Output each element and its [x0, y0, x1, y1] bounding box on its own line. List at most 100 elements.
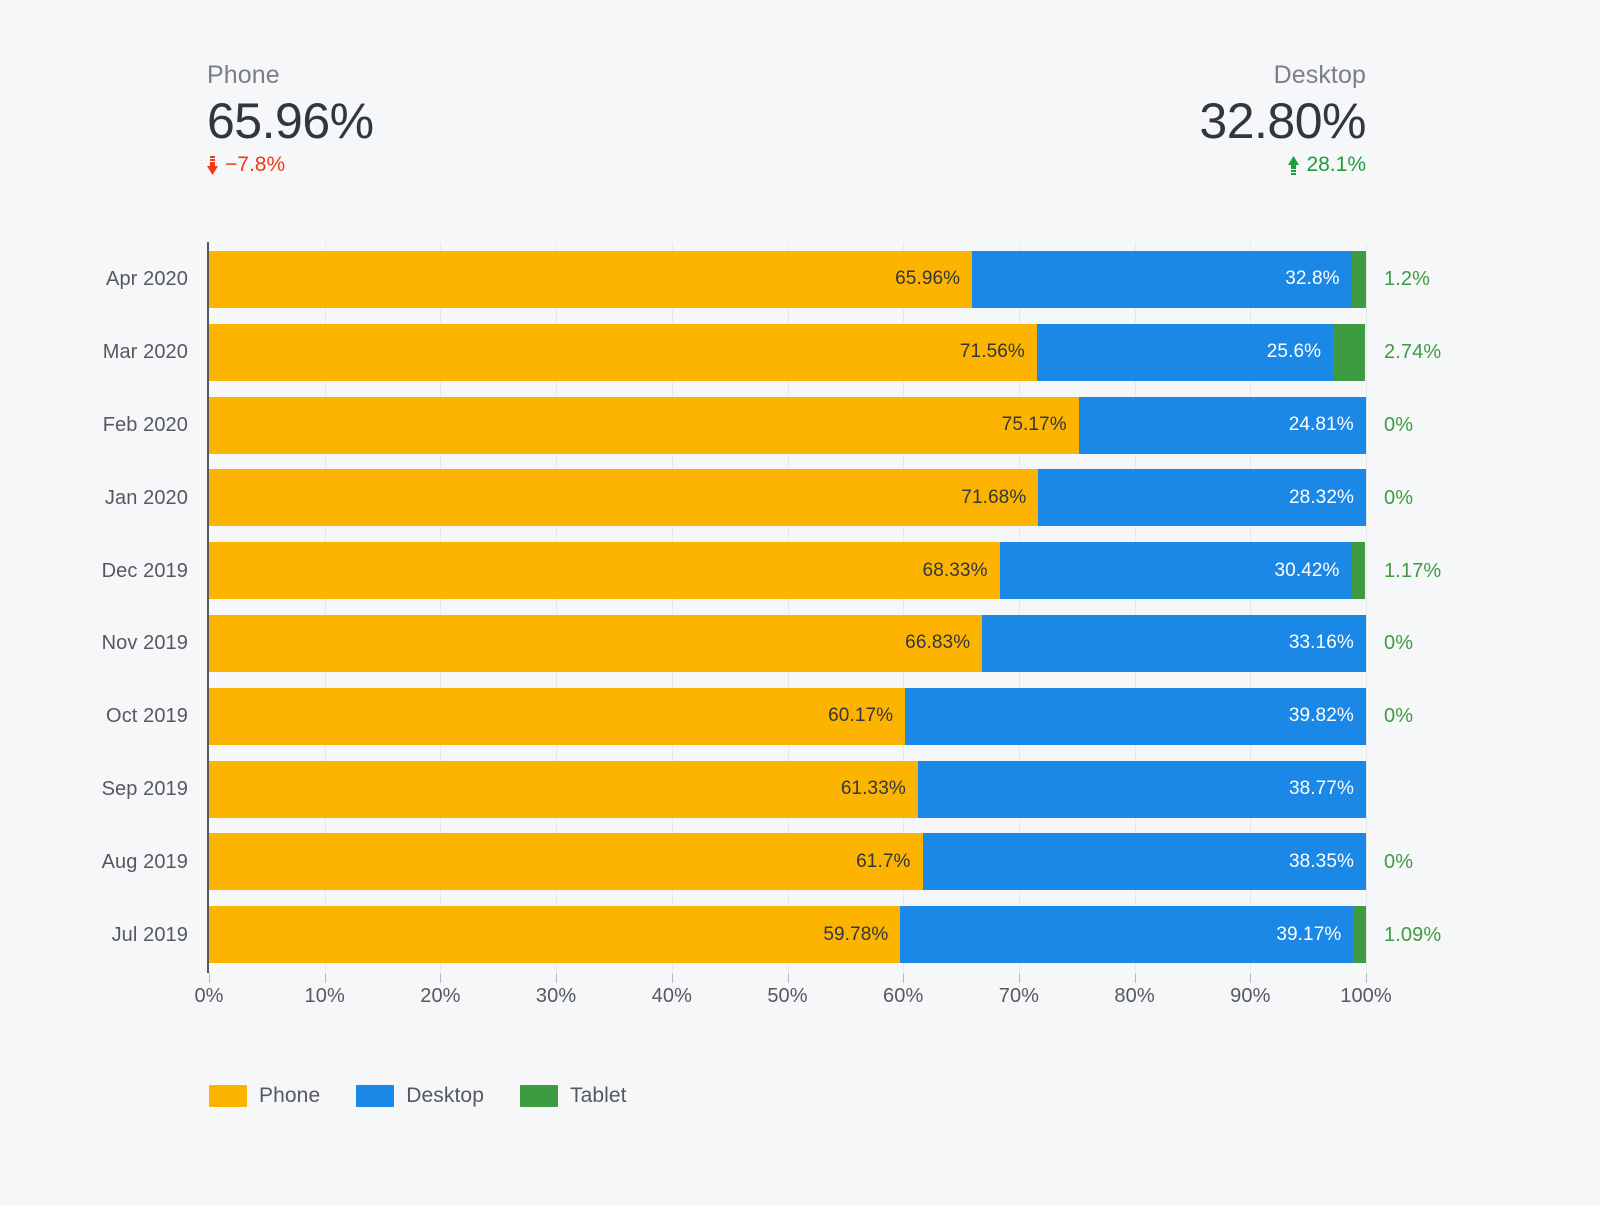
- scorecard-phone-title: Phone: [207, 61, 280, 89]
- bar-row[interactable]: 60.17% 39.82%: [209, 687, 1366, 745]
- x-axis-tick: [903, 973, 905, 983]
- tablet-value-label: 1.17%: [1384, 559, 1442, 582]
- bar-value-label: 66.83%: [905, 632, 971, 654]
- bar-segment-phone[interactable]: 66.83%: [209, 614, 983, 672]
- bar-segment-tablet[interactable]: [1351, 542, 1366, 600]
- bar-segment-phone[interactable]: 75.17%: [209, 396, 1079, 454]
- gridline: [556, 243, 558, 971]
- legend-label: Phone: [259, 1084, 321, 1107]
- bar-segment-desktop[interactable]: 25.6%: [1036, 323, 1334, 381]
- tablet-value-label: 0%: [1384, 632, 1414, 655]
- bar-segment-phone[interactable]: 71.56%: [209, 323, 1037, 381]
- bar-row[interactable]: 65.96% 32.8%: [209, 250, 1366, 308]
- bar-value-label: 38.35%: [1288, 850, 1354, 872]
- bar-value-label: 39.17%: [1276, 923, 1342, 945]
- x-axis-tick: [440, 973, 442, 983]
- tablet-value-label: 0%: [1384, 850, 1414, 873]
- x-axis-tick: [1366, 973, 1367, 983]
- y-axis-label: Dec 2019: [101, 559, 188, 582]
- bar-row[interactable]: 68.33% 30.42%: [209, 542, 1366, 600]
- bar-value-label: 33.16%: [1288, 632, 1354, 654]
- x-axis-label: 30%: [535, 985, 577, 1007]
- scorecard-phone-delta-value: −7.8%: [225, 153, 286, 176]
- scorecard-phone: Phone 65.96% −7.8%: [207, 60, 374, 178]
- bar-segment-desktop[interactable]: 33.16%: [982, 614, 1366, 672]
- bar-segment-phone[interactable]: 61.7%: [209, 833, 923, 891]
- x-axis-label: 40%: [651, 985, 692, 1007]
- legend-item-tablet[interactable]: Tablet: [519, 1084, 627, 1108]
- bar-segment-phone[interactable]: 60.17%: [209, 687, 906, 745]
- bar-value-label: 24.81%: [1288, 414, 1354, 435]
- bar-row[interactable]: 66.83% 33.16%: [209, 614, 1366, 672]
- bar-segment-desktop[interactable]: 28.32%: [1038, 469, 1366, 527]
- tablet-value-label: 2.74%: [1384, 341, 1442, 364]
- bar-row[interactable]: 71.56% 25.6%: [209, 323, 1366, 381]
- bar-row[interactable]: 75.17% 24.81%: [209, 396, 1366, 454]
- x-axis-label: 20%: [420, 985, 461, 1007]
- legend-swatch-icon: [209, 1085, 247, 1107]
- bar-segment-tablet[interactable]: [1333, 323, 1365, 381]
- bar-segment-desktop[interactable]: 24.81%: [1078, 396, 1366, 454]
- bar-segment-phone[interactable]: 59.78%: [209, 906, 901, 964]
- scorecard-desktop-delta: 28.1%: [1199, 152, 1366, 178]
- y-axis-label: Apr 2020: [106, 268, 188, 291]
- x-axis-label: 70%: [998, 985, 1040, 1007]
- y-axis-label: Oct 2019: [106, 705, 188, 728]
- bar-segment-desktop[interactable]: 39.82%: [905, 687, 1366, 745]
- bar-row[interactable]: 71.68% 28.32%: [209, 469, 1366, 527]
- y-axis-label: Mar 2020: [102, 341, 188, 364]
- gridline: [671, 243, 673, 971]
- bar-row[interactable]: 59.78% 39.17%: [209, 906, 1366, 964]
- bar-segment-phone[interactable]: 65.96%: [209, 250, 973, 308]
- bar-segment-desktop[interactable]: 30.42%: [999, 542, 1352, 600]
- bar-segment-desktop[interactable]: 32.8%: [972, 250, 1352, 308]
- bar-segment-desktop[interactable]: 38.35%: [922, 833, 1366, 891]
- tablet-value-label: 1.09%: [1384, 923, 1442, 946]
- legend-item-phone[interactable]: Phone: [209, 1084, 320, 1108]
- x-axis-label: 80%: [1114, 985, 1155, 1007]
- bar-row[interactable]: 61.7% 38.35%: [209, 833, 1366, 891]
- arrow-up-icon: [1288, 155, 1300, 175]
- bar-segment-phone[interactable]: 71.68%: [209, 469, 1039, 527]
- legend-swatch-icon: [356, 1085, 395, 1107]
- gridline: [324, 243, 326, 971]
- bar-value-label: 61.33%: [840, 778, 906, 799]
- x-axis-tick: [324, 973, 326, 983]
- bar-value-label: 71.68%: [961, 486, 1027, 508]
- legend-label: Desktop: [406, 1084, 484, 1107]
- bar-segment-tablet[interactable]: [1351, 250, 1366, 308]
- bar-value-label: 61.7%: [856, 850, 911, 872]
- y-axis-label: Jul 2019: [111, 923, 188, 946]
- bar-segment-desktop[interactable]: 39.17%: [900, 906, 1354, 964]
- bar-segment-phone[interactable]: 61.33%: [209, 760, 918, 818]
- x-axis-tick: [209, 973, 210, 983]
- bar-segment-tablet[interactable]: [1353, 906, 1366, 964]
- scorecard-desktop-title: Desktop: [1273, 61, 1366, 89]
- bar-value-label: 30.42%: [1274, 559, 1340, 581]
- bar-value-label: 71.56%: [959, 341, 1025, 363]
- x-axis-label: 50%: [767, 985, 808, 1007]
- bar-value-label: 28.32%: [1288, 486, 1354, 508]
- scorecard-desktop-delta-value: 28.1%: [1306, 153, 1366, 176]
- gridline: [787, 243, 789, 971]
- tablet-value-label: 0%: [1384, 705, 1414, 728]
- y-axis-label: Aug 2019: [101, 850, 188, 873]
- tablet-value-label: 0%: [1384, 414, 1414, 436]
- x-axis-tick: [1250, 973, 1252, 983]
- x-axis-label: 90%: [1230, 985, 1271, 1007]
- gridline: [903, 243, 905, 971]
- y-axis-label: Jan 2020: [104, 486, 188, 509]
- legend-item-desktop[interactable]: Desktop: [356, 1084, 484, 1108]
- bar-segment-phone[interactable]: 68.33%: [209, 542, 1000, 600]
- x-axis-label: 10%: [304, 985, 345, 1007]
- arrow-down-icon: [207, 155, 218, 175]
- bar-row[interactable]: 61.33% 38.77%: [209, 760, 1366, 818]
- tablet-value-label: 1.2%: [1384, 268, 1430, 291]
- legend-label: Tablet: [569, 1084, 627, 1107]
- bar-segment-desktop[interactable]: 38.77%: [917, 760, 1366, 818]
- scorecard-desktop-value: 32.80%: [1199, 93, 1366, 149]
- y-axis-line: [207, 242, 209, 973]
- x-axis-label: 60%: [883, 985, 924, 1007]
